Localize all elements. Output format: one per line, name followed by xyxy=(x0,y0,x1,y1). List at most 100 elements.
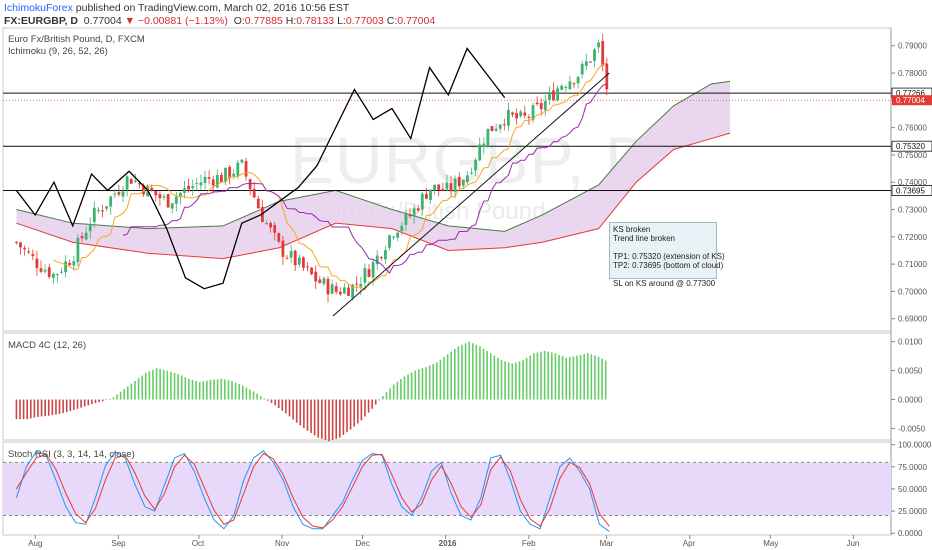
macd-bar xyxy=(231,381,233,400)
candle-body xyxy=(244,161,248,177)
macd-bar xyxy=(504,361,506,400)
candle-body xyxy=(584,61,588,66)
candle-body xyxy=(441,188,445,191)
time-tick-label: Mar xyxy=(600,539,614,548)
macd-bar xyxy=(547,351,550,400)
macd-bar xyxy=(349,399,352,430)
time-tick-label: 2016 xyxy=(439,539,457,548)
candle-body xyxy=(580,63,584,75)
macd-bar xyxy=(410,372,413,400)
macd-bar xyxy=(109,398,111,400)
time-tick-label: Apr xyxy=(683,539,696,548)
candle-body xyxy=(466,175,469,183)
publisher-link[interactable]: IchimokuForex xyxy=(4,2,73,14)
candle-body xyxy=(420,193,424,210)
macd-bar xyxy=(73,399,75,410)
macd-bar xyxy=(400,379,402,400)
stoch-tick-label: 100.0000 xyxy=(898,441,932,450)
macd-bar xyxy=(493,355,496,400)
publish-header: IchimokuForex published on TradingView.c… xyxy=(4,2,349,14)
macd-bar xyxy=(29,399,32,419)
macd-bar xyxy=(374,399,377,405)
macd-bar xyxy=(191,379,194,400)
candle-body xyxy=(498,124,502,129)
open-label: O: xyxy=(233,15,245,27)
candle-body xyxy=(453,178,457,192)
macd-bar xyxy=(500,360,503,400)
macd-bar xyxy=(58,399,61,414)
macd-bar xyxy=(385,392,388,400)
candle-body xyxy=(51,273,55,278)
macd-bar xyxy=(170,371,172,400)
macd-bar xyxy=(292,399,294,420)
stoch-rsi-label[interactable]: Stoch RSI (3, 3, 14, 14, close) xyxy=(8,449,135,460)
macd-bar xyxy=(101,399,104,402)
macd-bar xyxy=(360,399,363,421)
macd-bar xyxy=(396,381,399,400)
macd-bar xyxy=(464,343,467,400)
macd-bar xyxy=(558,354,560,400)
price-level-tag xyxy=(892,95,932,106)
macd-bar xyxy=(256,393,258,400)
candle-body xyxy=(142,185,145,195)
ichimoku-cloud xyxy=(16,81,731,259)
macd-bar xyxy=(346,399,348,433)
macd-bar xyxy=(303,399,305,429)
candle-body xyxy=(355,283,359,285)
macd-bar xyxy=(134,381,136,400)
candle-body xyxy=(367,269,371,277)
time-tick-label: Nov xyxy=(275,539,289,548)
macd-bar xyxy=(83,399,86,407)
price-tick-label: 0.70000 xyxy=(898,287,927,296)
macd-bar xyxy=(173,372,176,400)
candle-body xyxy=(523,112,527,116)
macd-bar xyxy=(428,365,431,400)
candle-body xyxy=(560,85,564,90)
candle-body xyxy=(170,203,174,209)
candle-body xyxy=(384,250,387,260)
candle-body xyxy=(56,273,59,275)
macd-label[interactable]: MACD 4C (12, 26) xyxy=(8,340,87,351)
stoch-tick-label: 50.0000 xyxy=(898,485,927,494)
candle-body xyxy=(31,254,35,257)
macd-bar xyxy=(148,371,151,400)
macd-bar xyxy=(227,380,230,400)
macd-bar xyxy=(263,398,266,400)
macd-bar xyxy=(274,399,276,406)
senkou-span-b xyxy=(16,132,731,260)
macd-bar xyxy=(597,356,600,400)
candle-body xyxy=(490,126,494,132)
macd-bar xyxy=(94,399,97,404)
macd-bar xyxy=(565,357,567,400)
candle-body xyxy=(256,198,260,209)
candle-body xyxy=(552,90,555,101)
price-tick-label: 0.71000 xyxy=(898,260,927,269)
macd-bar xyxy=(389,388,391,400)
candle-body xyxy=(121,191,125,197)
macd-bar xyxy=(371,399,373,409)
macd-bar xyxy=(551,352,553,400)
price-tick-label: 0.78000 xyxy=(898,69,927,78)
price-change: ▼ −0.00881 (−1.13%) xyxy=(124,15,228,27)
candle-body xyxy=(203,176,207,183)
trend-line xyxy=(332,72,610,317)
macd-bar xyxy=(457,346,460,400)
candle-body xyxy=(154,191,158,196)
macd-bar xyxy=(364,399,366,417)
macd-bar xyxy=(65,399,68,413)
macd-bar xyxy=(479,346,481,400)
time-tick-label: Oct xyxy=(192,539,205,548)
candle-body xyxy=(400,225,404,231)
macd-bar xyxy=(155,368,158,400)
candle-body xyxy=(281,240,285,257)
macd-bar xyxy=(241,385,244,400)
macd-bar xyxy=(76,399,79,409)
candle-body xyxy=(293,250,297,266)
ichimoku-label[interactable]: Ichimoku (9, 26, 52, 26) xyxy=(8,46,108,57)
candle-body xyxy=(80,236,84,239)
macd-bar xyxy=(310,399,312,434)
macd-bar xyxy=(152,369,154,400)
macd-bar xyxy=(195,381,197,400)
symbol-label[interactable]: FX:EURGBP, D xyxy=(4,15,78,27)
